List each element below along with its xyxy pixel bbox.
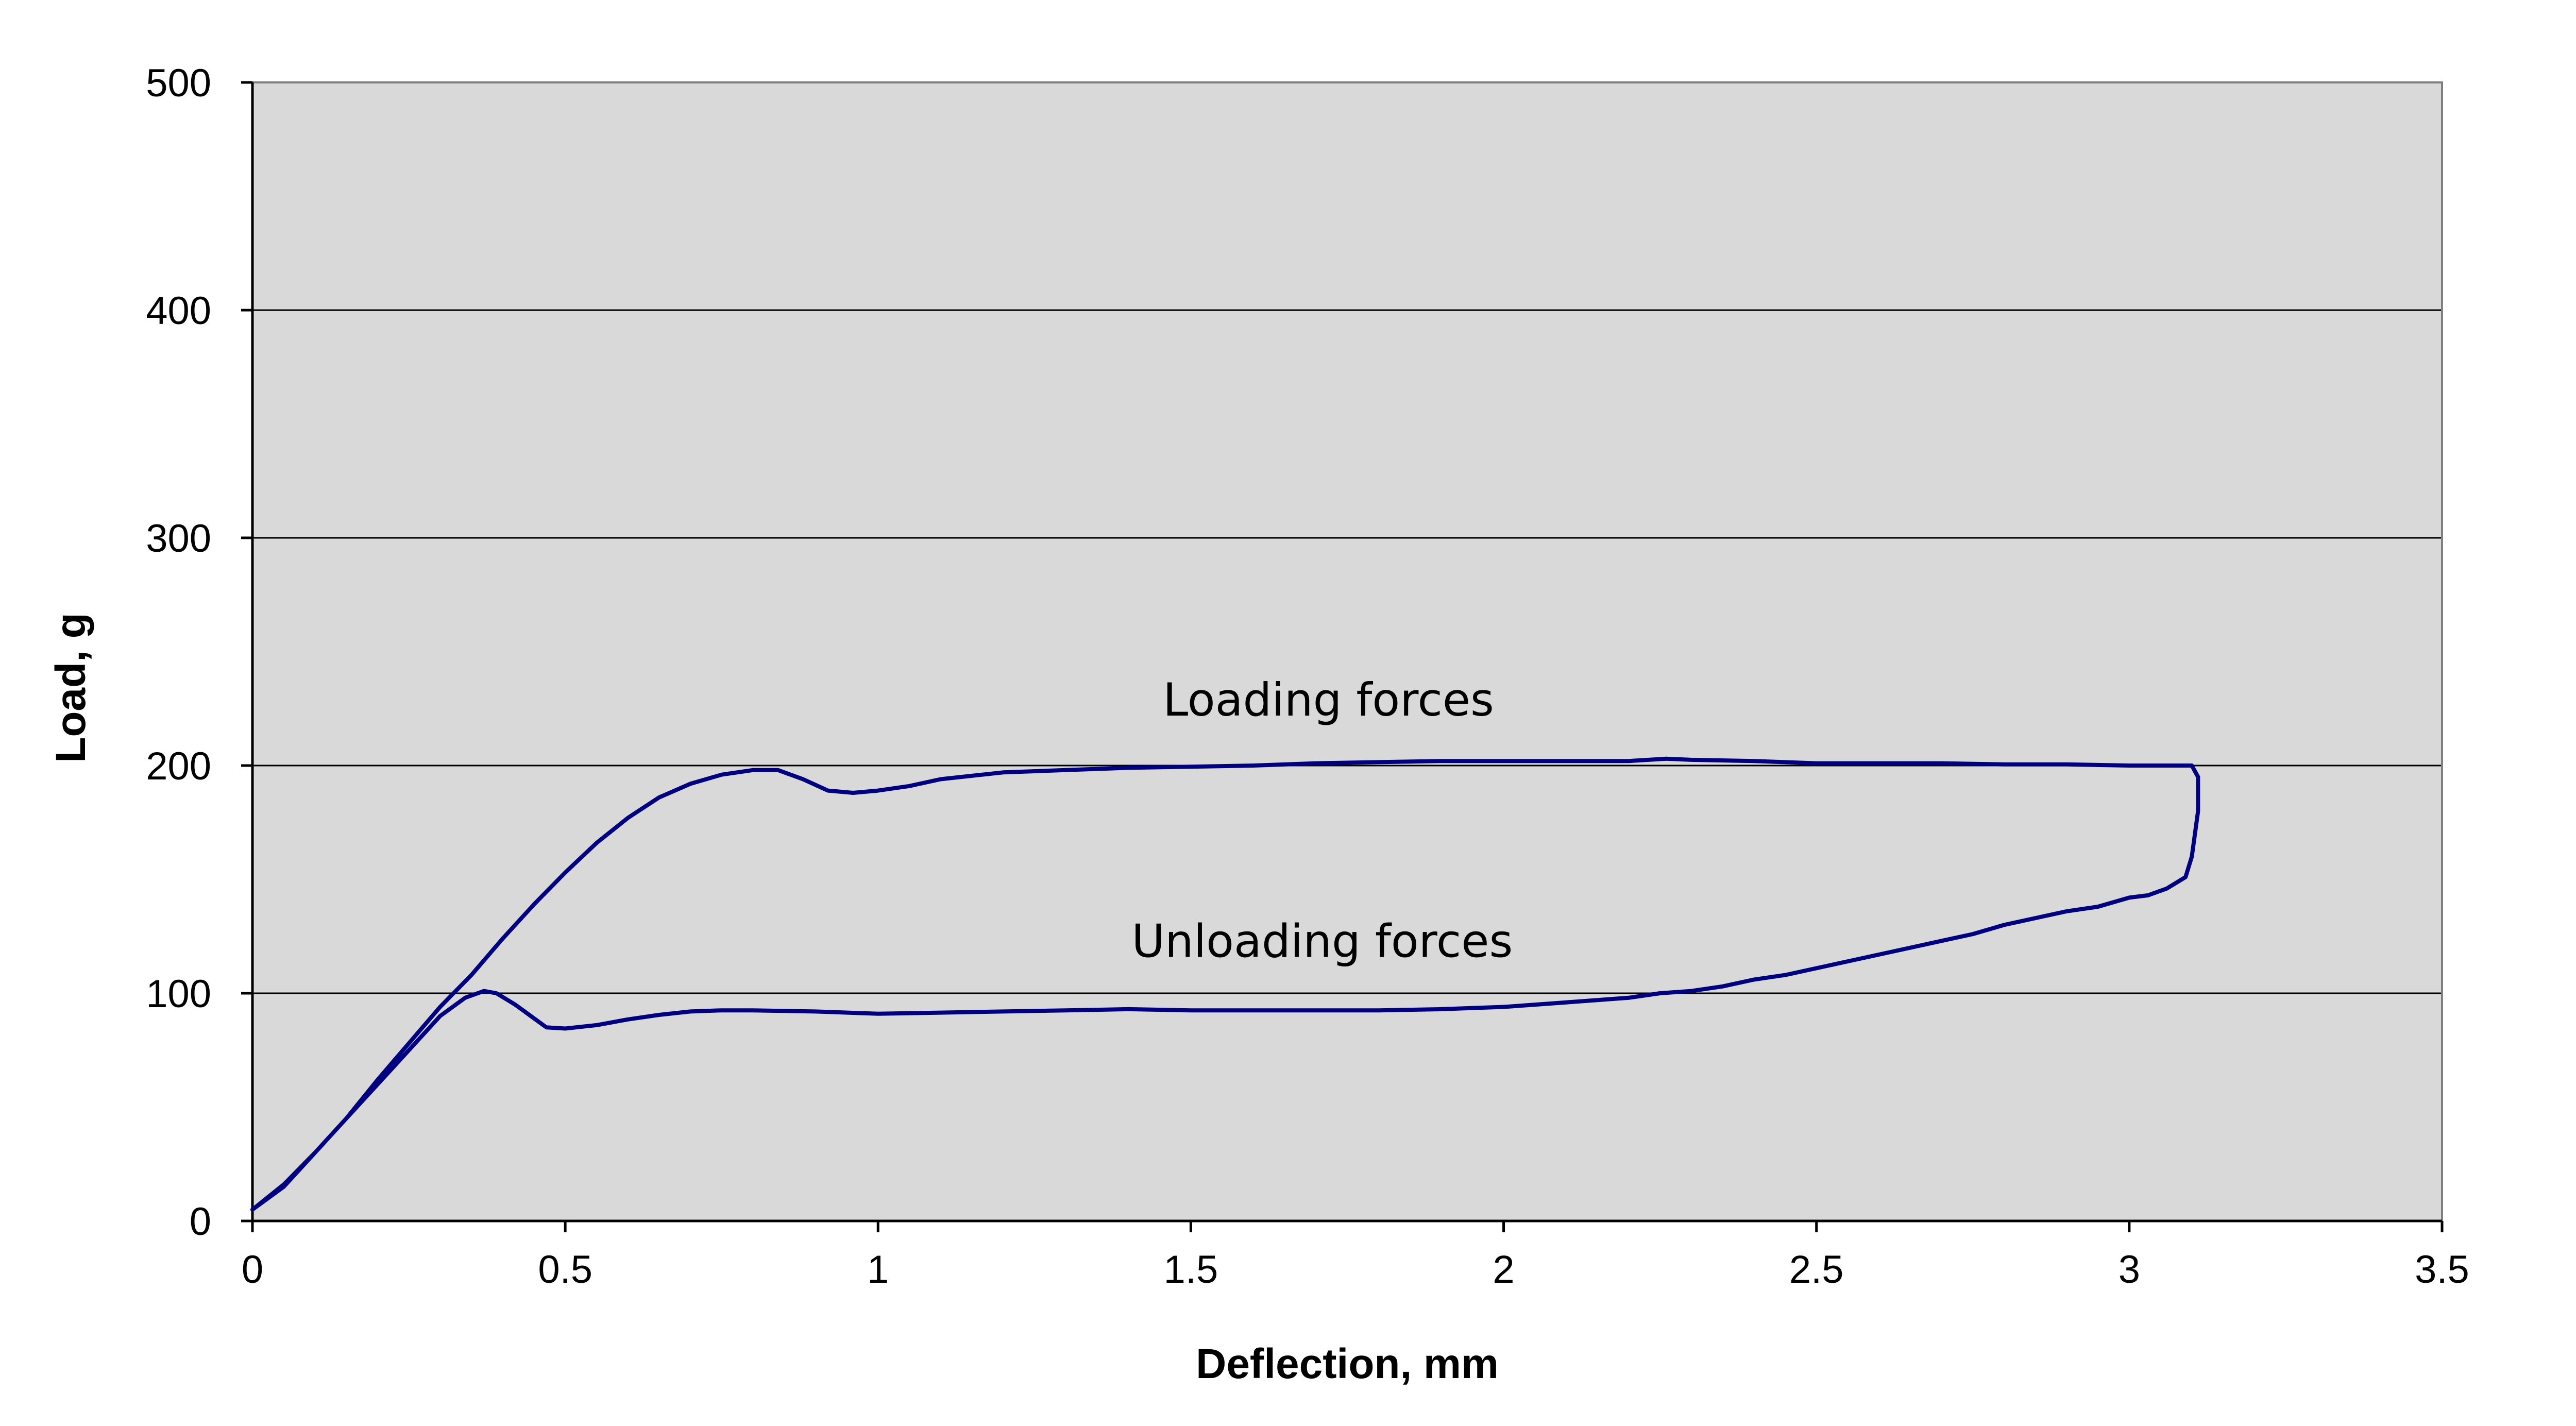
series-layer — [250, 756, 2200, 1212]
y-axis-title: Load, g — [47, 613, 94, 763]
y-tick-label-2: 200 — [146, 744, 211, 788]
x-axis-title: Deflection, mm — [1196, 1340, 1499, 1387]
x-tick-label-3: 1.5 — [1164, 1248, 1218, 1292]
gridlines — [252, 81, 2442, 994]
axes — [241, 81, 2444, 1232]
x-tick-label-0: 0 — [242, 1248, 263, 1292]
y-tick-label-0: 0 — [190, 1200, 211, 1244]
x-tick-label-7: 3.5 — [2415, 1248, 2469, 1292]
x-tick-label-2: 1 — [867, 1248, 889, 1292]
y-tick-label-5: 500 — [146, 61, 211, 105]
x-tick-label-1: 0.5 — [538, 1248, 592, 1292]
x-tick-label-6: 3 — [2119, 1248, 2140, 1292]
annotation-0: Loading forces — [1163, 673, 1494, 726]
tick-labels: 0 100 200 300 400 500 0 0.5 1 1.5 2 2.5 3 3.5 — [146, 61, 2469, 1292]
annotation-1: Unloading forces — [1132, 914, 1513, 967]
x-tick-label-4: 2 — [1493, 1248, 1514, 1292]
x-tick-label-5: 2.5 — [1789, 1248, 1844, 1292]
series-line-0 — [250, 756, 2200, 1212]
plot-area — [252, 82, 2442, 1221]
y-tick-label-3: 300 — [146, 517, 211, 561]
annotation-layer: Loading forces Unloading forces — [1132, 673, 1513, 968]
y-tick-label-1: 100 — [146, 972, 211, 1016]
y-tick-label-4: 400 — [146, 289, 211, 333]
